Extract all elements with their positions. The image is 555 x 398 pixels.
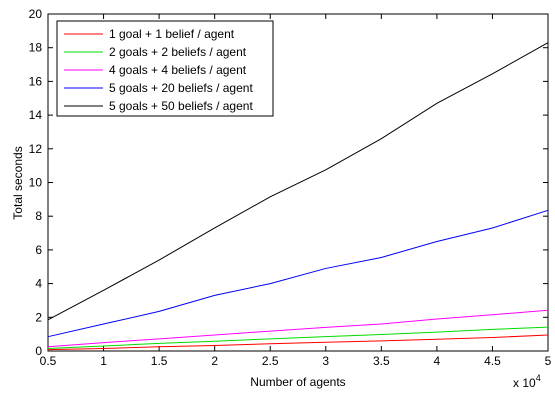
- legend-label-1: 1 goal + 1 belief / agent: [109, 27, 235, 41]
- series-line-4: [47, 209, 549, 338]
- series-line-2: [47, 326, 549, 349]
- series-line-1: [47, 334, 549, 351]
- x-tick-label: 1.5: [151, 354, 168, 368]
- x-tick-label: 3: [322, 354, 329, 368]
- y-tick-label: 14: [29, 108, 43, 122]
- series-line-3: [47, 309, 549, 348]
- legend: 1 goal + 1 belief / agent 2 goals + 2 bel…: [56, 20, 274, 117]
- series-lines: [47, 42, 549, 351]
- legend-box: [56, 20, 274, 117]
- x-tick-label: 4.5: [484, 354, 501, 368]
- y-tick-label: 6: [35, 243, 42, 257]
- legend-label-4: 5 goals + 20 beliefs / agent: [109, 81, 253, 95]
- legend-label-5: 5 goals + 50 beliefs / agent: [109, 99, 253, 113]
- y-tick-label: 10: [29, 176, 43, 190]
- y-axis-ticks: 0 2 4 6 8 10 12 14 16 18 20: [29, 7, 548, 358]
- x-tick-label: 5: [545, 354, 552, 368]
- x-exponent-base: x 10: [513, 376, 536, 390]
- y-tick-label: 12: [29, 142, 43, 156]
- legend-label-3: 4 goals + 4 beliefs / agent: [109, 63, 247, 77]
- y-tick-label: 2: [35, 310, 42, 324]
- legend-items: 1 goal + 1 belief / agent 2 goals + 2 bel…: [64, 27, 253, 113]
- y-tick-label: 4: [35, 277, 42, 291]
- x-tick-label: 0.5: [40, 354, 57, 368]
- y-tick-label: 18: [29, 41, 43, 55]
- x-axis-exponent: x 104: [513, 373, 541, 390]
- x-tick-label: 2: [211, 354, 218, 368]
- x-tick-label: 3.5: [373, 354, 390, 368]
- x-exponent-power: 4: [536, 373, 541, 383]
- x-axis-label: Number of agents: [250, 375, 345, 389]
- x-tick-label: 2.5: [262, 354, 279, 368]
- y-tick-label: 16: [29, 74, 43, 88]
- legend-label-2: 2 goals + 2 beliefs / agent: [109, 45, 247, 59]
- series-line-5: [47, 42, 549, 321]
- y-tick-label: 0: [35, 344, 42, 358]
- y-tick-label: 20: [29, 7, 43, 21]
- x-axis-ticks: 0.5 1 1.5 2 2.5 3 3.5 4 4.5 5: [40, 14, 552, 368]
- x-tick-label: 4: [434, 354, 441, 368]
- y-axis-label: Total seconds: [11, 146, 25, 219]
- x-tick-label: 1: [100, 354, 107, 368]
- y-tick-label: 8: [35, 209, 42, 223]
